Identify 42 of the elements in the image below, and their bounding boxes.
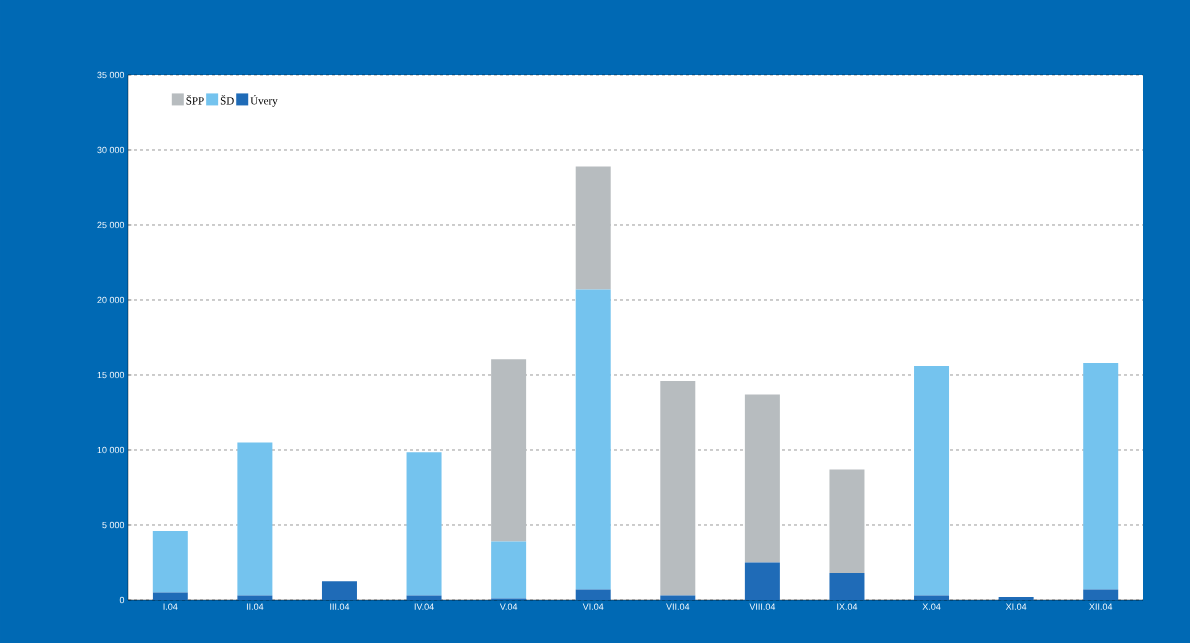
y-tick-label: 10 000	[97, 446, 125, 454]
x-tick-label: VI.04	[582, 603, 604, 610]
bar	[829, 573, 865, 600]
bar	[998, 597, 1034, 600]
bar	[1083, 363, 1119, 590]
bar	[744, 562, 780, 600]
bar	[491, 541, 527, 599]
bar	[406, 452, 442, 596]
y-tick-label: 5 000	[102, 521, 125, 529]
x-tick-label: X.04	[922, 603, 941, 610]
bar	[152, 592, 188, 600]
x-tick-label: VIII.04	[749, 603, 776, 610]
bar	[152, 531, 188, 593]
x-tick-label: IV.04	[414, 603, 434, 610]
bar	[237, 442, 273, 596]
legend-label: Úvery	[250, 94, 278, 107]
x-tick-label: V.04	[499, 603, 518, 610]
bar	[491, 359, 527, 542]
x-tick-label: III.04	[330, 603, 350, 610]
x-tick-label: I.04	[163, 603, 178, 610]
bar	[321, 581, 357, 600]
x-tick-label: II.04	[246, 603, 264, 610]
y-tick-label: 20 000	[97, 296, 125, 304]
y-tick-label: 35 000	[97, 71, 125, 79]
bar	[1083, 589, 1119, 600]
bar	[575, 166, 611, 290]
legend-label: ŠD	[220, 94, 234, 105]
y-tick-label: 15 000	[97, 371, 125, 379]
bar	[660, 381, 696, 596]
x-tick-label: VII.04	[666, 603, 690, 610]
y-tick-label: 30 000	[97, 146, 125, 154]
bar	[914, 366, 950, 596]
bar	[829, 469, 865, 573]
x-tick-label: XII.04	[1089, 603, 1113, 610]
bar	[744, 394, 780, 563]
x-tick-label: XI.04	[1005, 603, 1027, 610]
y-tick-label: 0	[119, 596, 125, 604]
legend-label: ŠPP	[186, 94, 204, 105]
y-tick-label: 25 000	[97, 221, 125, 229]
bar	[575, 589, 611, 600]
x-tick-label: IX.04	[837, 603, 858, 610]
bar	[575, 289, 611, 590]
